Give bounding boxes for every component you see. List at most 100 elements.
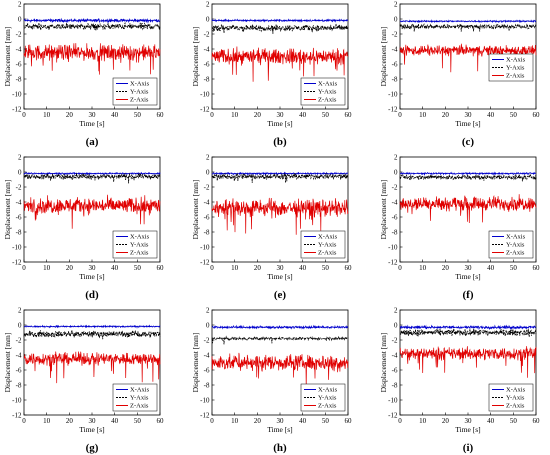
legend-entry: Z-Axis [506,73,525,80]
x-tick-label: 0 [398,417,402,425]
y-tick-label: -8 [392,228,398,236]
x-tick-label: 50 [134,417,142,425]
y-tick-label: -8 [392,381,398,389]
series-y-axis-line [211,335,349,345]
x-axis-label: Time [s] [79,119,104,128]
x-tick-label: 30 [277,111,285,119]
legend-entry: Y-Axis [318,242,337,249]
y-tick-label: 2 [394,306,398,314]
y-tick-label: -12 [12,105,22,113]
y-tick-label: -6 [392,366,398,374]
y-tick-label: -4 [16,351,22,359]
y-axis-label: Displacement [mm] [379,27,388,87]
legend-entry: X-Axis [506,57,526,64]
x-tick-label: 20 [442,264,450,272]
legend-entry: Z-Axis [130,403,149,410]
y-tick-label: -10 [200,396,210,404]
y-tick-label: -12 [200,411,210,419]
legend-entry: X-Axis [318,387,338,394]
y-tick-label: 0 [18,321,22,329]
x-tick-label: 20 [66,264,74,272]
y-tick-label: -4 [204,45,210,53]
y-tick-label: -10 [12,90,22,98]
panel-label: (d) [85,289,99,301]
y-tick-label: 2 [206,306,210,314]
y-tick-label: 0 [394,15,398,23]
legend-entry: X-Axis [318,81,338,88]
y-tick-label: -8 [392,75,398,83]
x-axis-label: Time [s] [455,119,480,128]
x-tick-label: 0 [398,264,402,272]
x-tick-label: 0 [398,111,402,119]
x-tick-label: 0 [210,111,214,119]
series-y-axis-line [399,328,537,337]
x-tick-label: 20 [254,264,262,272]
x-tick-label: 40 [299,417,307,425]
y-tick-label: -2 [204,183,210,191]
y-tick-label: 0 [206,321,210,329]
y-tick-label: 0 [394,168,398,176]
series-z-axis-line [399,194,537,224]
y-axis-label: Displacement [mm] [191,27,200,87]
y-axis-label: Displacement [mm] [3,27,12,87]
y-axis-label: Displacement [mm] [379,333,388,393]
series-x-axis-line [211,18,349,23]
y-tick-label: -12 [12,411,22,419]
y-tick-label: -10 [12,243,22,251]
panel-label: (c) [462,136,475,148]
y-tick-label: -12 [388,411,398,419]
x-axis-label: Time [s] [79,272,104,281]
y-tick-label: -8 [16,228,22,236]
y-tick-label: -2 [204,30,210,38]
series-y-axis-line [399,173,537,182]
y-tick-label: -2 [392,183,398,191]
series-z-axis-line [399,346,537,378]
y-tick-label: -10 [388,90,398,98]
legend-entry: Y-Axis [130,242,149,249]
x-tick-label: 0 [22,264,26,272]
y-tick-label: 2 [18,306,22,314]
series-y-axis-line [399,22,537,32]
x-tick-label: 30 [89,417,97,425]
y-tick-label: -8 [204,75,210,83]
x-axis-label: Time [s] [455,425,480,434]
legend-entry: Z-Axis [130,97,149,104]
y-tick-label: 2 [18,0,22,8]
legend-entry: Y-Axis [130,89,149,96]
legend-box [488,53,534,82]
y-tick-label: -2 [16,30,22,38]
y-tick-label: -2 [204,336,210,344]
x-axis-label: Time [s] [455,272,480,281]
x-tick-label: 20 [442,417,450,425]
panel-label: (i) [463,442,474,454]
x-tick-label: 40 [299,264,307,272]
x-tick-label: 20 [254,111,262,119]
y-tick-label: -10 [200,243,210,251]
y-axis-label: Displacement [mm] [191,180,200,240]
y-tick-label: -4 [16,198,22,206]
y-tick-label: 0 [18,15,22,23]
legend-entry: Y-Axis [506,395,525,402]
x-tick-label: 50 [134,111,142,119]
y-tick-label: 2 [18,153,22,161]
legend-entry: X-Axis [130,234,150,241]
y-tick-label: -2 [392,336,398,344]
series-z-axis-line [23,194,161,229]
y-tick-label: 2 [206,153,210,161]
x-tick-label: 40 [487,111,495,119]
y-tick-label: -10 [388,243,398,251]
y-tick-label: -2 [16,183,22,191]
x-tick-label: 30 [277,264,285,272]
legend-entry: Z-Axis [318,250,337,257]
y-tick-label: -6 [204,60,210,68]
y-tick-label: 0 [18,168,22,176]
x-tick-label: 10 [419,111,427,119]
